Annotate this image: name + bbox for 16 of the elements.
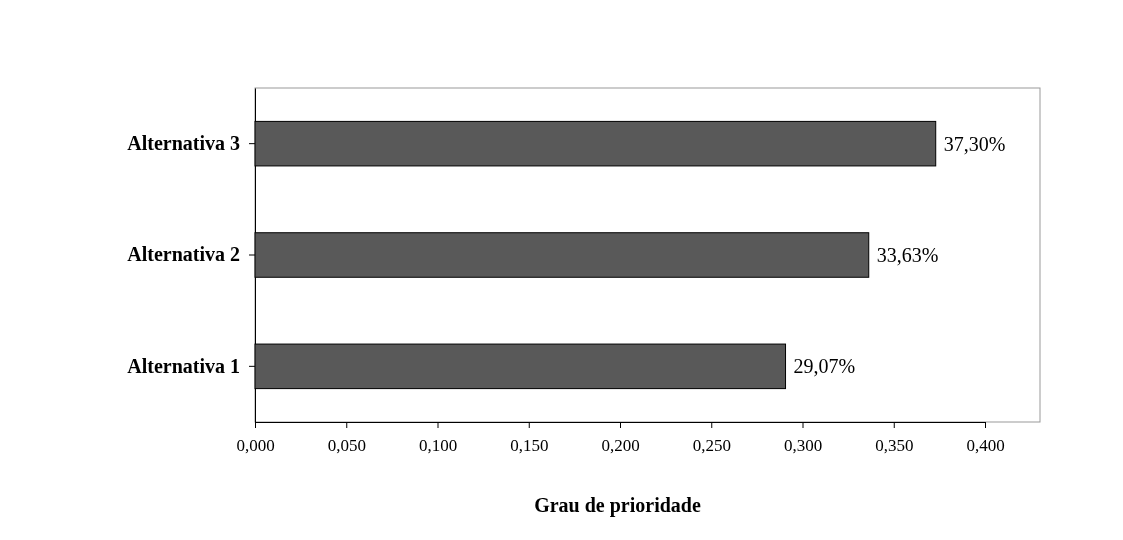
x-tick-label: 0,250	[692, 436, 731, 456]
x-tick-label: 0,400	[966, 436, 1005, 456]
y-tick-label: Alternativa 3	[127, 132, 240, 155]
x-axis-title: Grau de prioridade	[534, 494, 701, 517]
y-tick-label: Alternativa 1	[127, 354, 240, 377]
x-tick-label: 0,050	[327, 436, 366, 456]
x-tick-label: 0,350	[875, 436, 914, 456]
x-tick-label: 0,150	[510, 436, 549, 456]
x-tick-label: 0,000	[236, 436, 275, 456]
x-tick-label: 0,200	[601, 436, 640, 456]
x-tick-label: 0,100	[418, 436, 458, 456]
data-label: 37,30%	[943, 132, 1006, 155]
y-tick-label: Alternativa 2	[127, 243, 240, 266]
data-label: 29,07%	[793, 355, 856, 378]
data-label: 33,63%	[876, 244, 939, 266]
x-tick-label: 0,300	[783, 436, 823, 456]
